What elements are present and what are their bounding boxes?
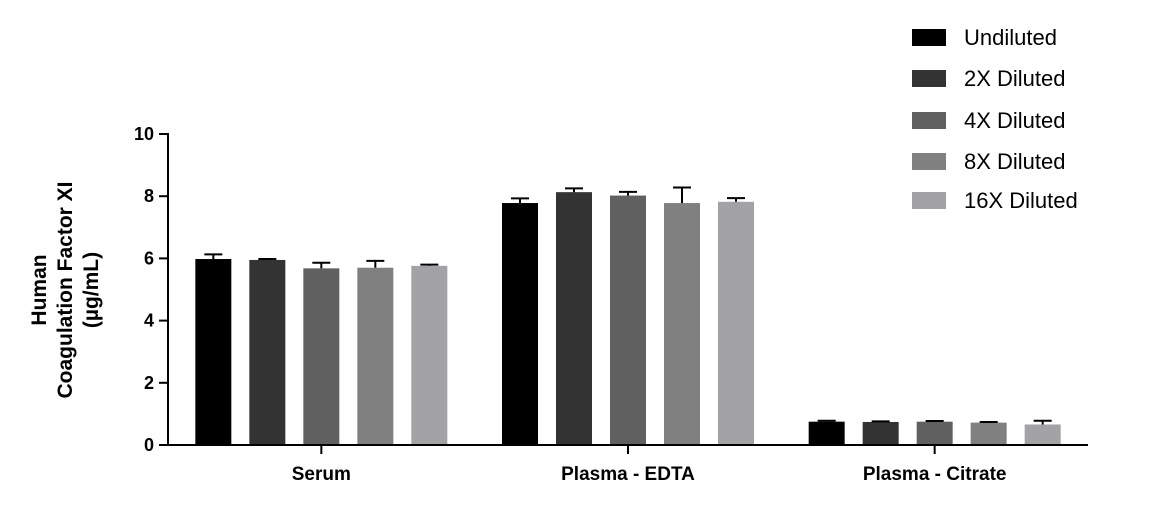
bar: [916, 421, 953, 445]
bar: [664, 203, 700, 445]
legend-swatch: [912, 112, 946, 129]
legend-swatch: [912, 153, 946, 170]
x-category-label: Plasma - EDTA: [561, 464, 695, 485]
y-tick-label: 8: [144, 186, 154, 206]
bar: [411, 265, 448, 445]
bar: [610, 195, 646, 445]
y-axis-label-line-2: Coagulation Factor XI: [54, 181, 77, 398]
legend-swatch: [912, 192, 946, 209]
bar: [556, 192, 592, 445]
bars-group: [195, 192, 1061, 445]
legend-swatch: [912, 29, 946, 46]
bar: [862, 421, 899, 445]
x-axis: Serum Plasma - EDTA Plasma - Citrate: [167, 444, 1088, 485]
y-tick-label: 4: [144, 311, 154, 331]
bar: [502, 203, 538, 445]
bar: [303, 268, 340, 445]
legend-label: 8X Diluted: [964, 149, 1066, 174]
y-axis: 0 2 4 6 8 10: [134, 124, 169, 455]
y-tick-label: 6: [144, 248, 154, 268]
legend-label: 16X Diluted: [964, 188, 1078, 213]
bar: [249, 259, 286, 445]
x-category-label: Plasma - Citrate: [863, 464, 1007, 485]
legend-swatch: [912, 70, 946, 87]
error-bars-group: [204, 186, 1052, 425]
legend: Undiluted 2X Diluted 4X Diluted 8X Diluted 1…: [912, 25, 1078, 213]
x-category-label: Serum: [292, 464, 351, 485]
y-axis-label-line-3: (µg/mL): [80, 252, 103, 328]
y-axis-label: Human Coagulation Factor XI (µg/mL): [28, 181, 103, 398]
legend-label: 4X Diluted: [964, 108, 1066, 133]
y-tick-label: 2: [144, 373, 154, 393]
y-tick-label: 10: [134, 124, 154, 144]
bar: [1024, 424, 1061, 445]
y-tick-label: 0: [144, 435, 154, 455]
y-axis-label-line-1: Human: [28, 254, 51, 325]
legend-label: Undiluted: [964, 25, 1057, 50]
legend-label: 2X Diluted: [964, 66, 1066, 91]
bar: [718, 201, 754, 445]
bar: [195, 259, 232, 445]
bar: [357, 267, 394, 445]
bar: [808, 421, 845, 445]
bar: [970, 422, 1007, 445]
